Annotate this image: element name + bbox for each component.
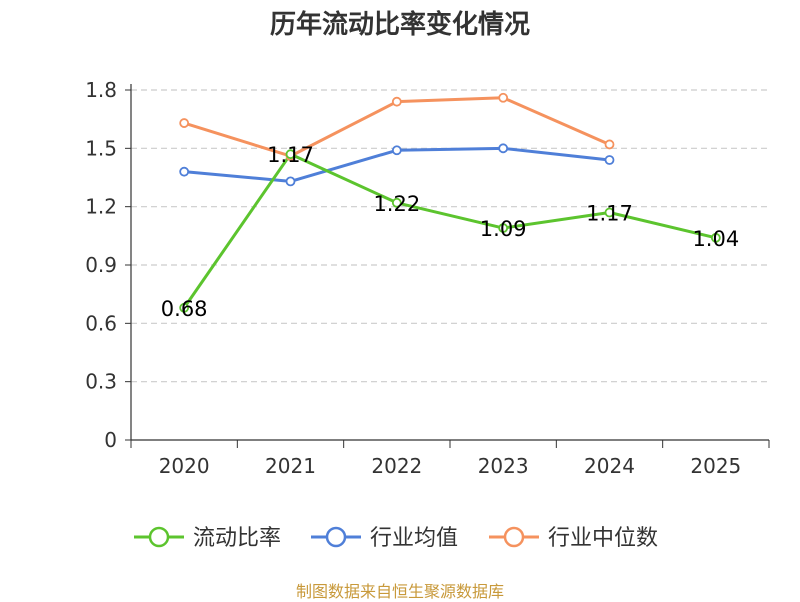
legend-marker (325, 526, 347, 548)
data-point (604, 155, 615, 165)
series-line (182, 152, 717, 309)
x-tick-label: 2021 (265, 454, 316, 478)
data-point (179, 118, 190, 128)
data-point (285, 176, 296, 187)
y-tick-label: 1.5 (85, 136, 117, 160)
data-point (604, 207, 615, 218)
y-tick-label: 0.6 (85, 311, 117, 335)
data-source-note: 制图数据来自恒生聚源数据库 (295, 582, 504, 601)
chart-title: 历年流动比率变化情况 (269, 10, 530, 40)
data-label: 1.04 (692, 227, 739, 251)
x-tick-label: 2022 (371, 454, 422, 478)
data-point (498, 143, 509, 154)
x-tick-label: 2025 (690, 454, 741, 478)
x-tick-label: 2023 (478, 454, 529, 478)
y-tick-label: 0 (104, 428, 117, 452)
data-label: 1.09 (480, 217, 527, 241)
y-tick-label: 0.9 (85, 253, 117, 277)
data-point (391, 96, 402, 107)
data-label: 0.68 (161, 297, 208, 321)
y-tick-label: 0.3 (85, 370, 117, 394)
data-point (285, 149, 296, 160)
data-point (498, 92, 509, 103)
legend-label: 流动比率 (193, 526, 281, 551)
x-tick-label: 2024 (584, 454, 635, 478)
data-label: 1.17 (586, 202, 633, 226)
legend-marker (148, 526, 170, 548)
data-point (391, 145, 402, 156)
data-point (391, 197, 402, 208)
data-point (604, 139, 615, 150)
legend-label: 行业均值 (370, 526, 458, 551)
legend-marker (503, 526, 525, 548)
legend-label: 行业中位数 (548, 526, 658, 551)
data-label: 1.17 (267, 143, 314, 167)
data-point (498, 223, 509, 233)
y-tick-label: 1.2 (85, 195, 117, 219)
x-tick-label: 2020 (159, 454, 210, 478)
data-point (179, 166, 190, 177)
data-point (710, 232, 721, 243)
data-point (179, 302, 190, 313)
y-tick-label: 1.8 (85, 78, 117, 102)
data-label: 1.22 (373, 192, 420, 216)
